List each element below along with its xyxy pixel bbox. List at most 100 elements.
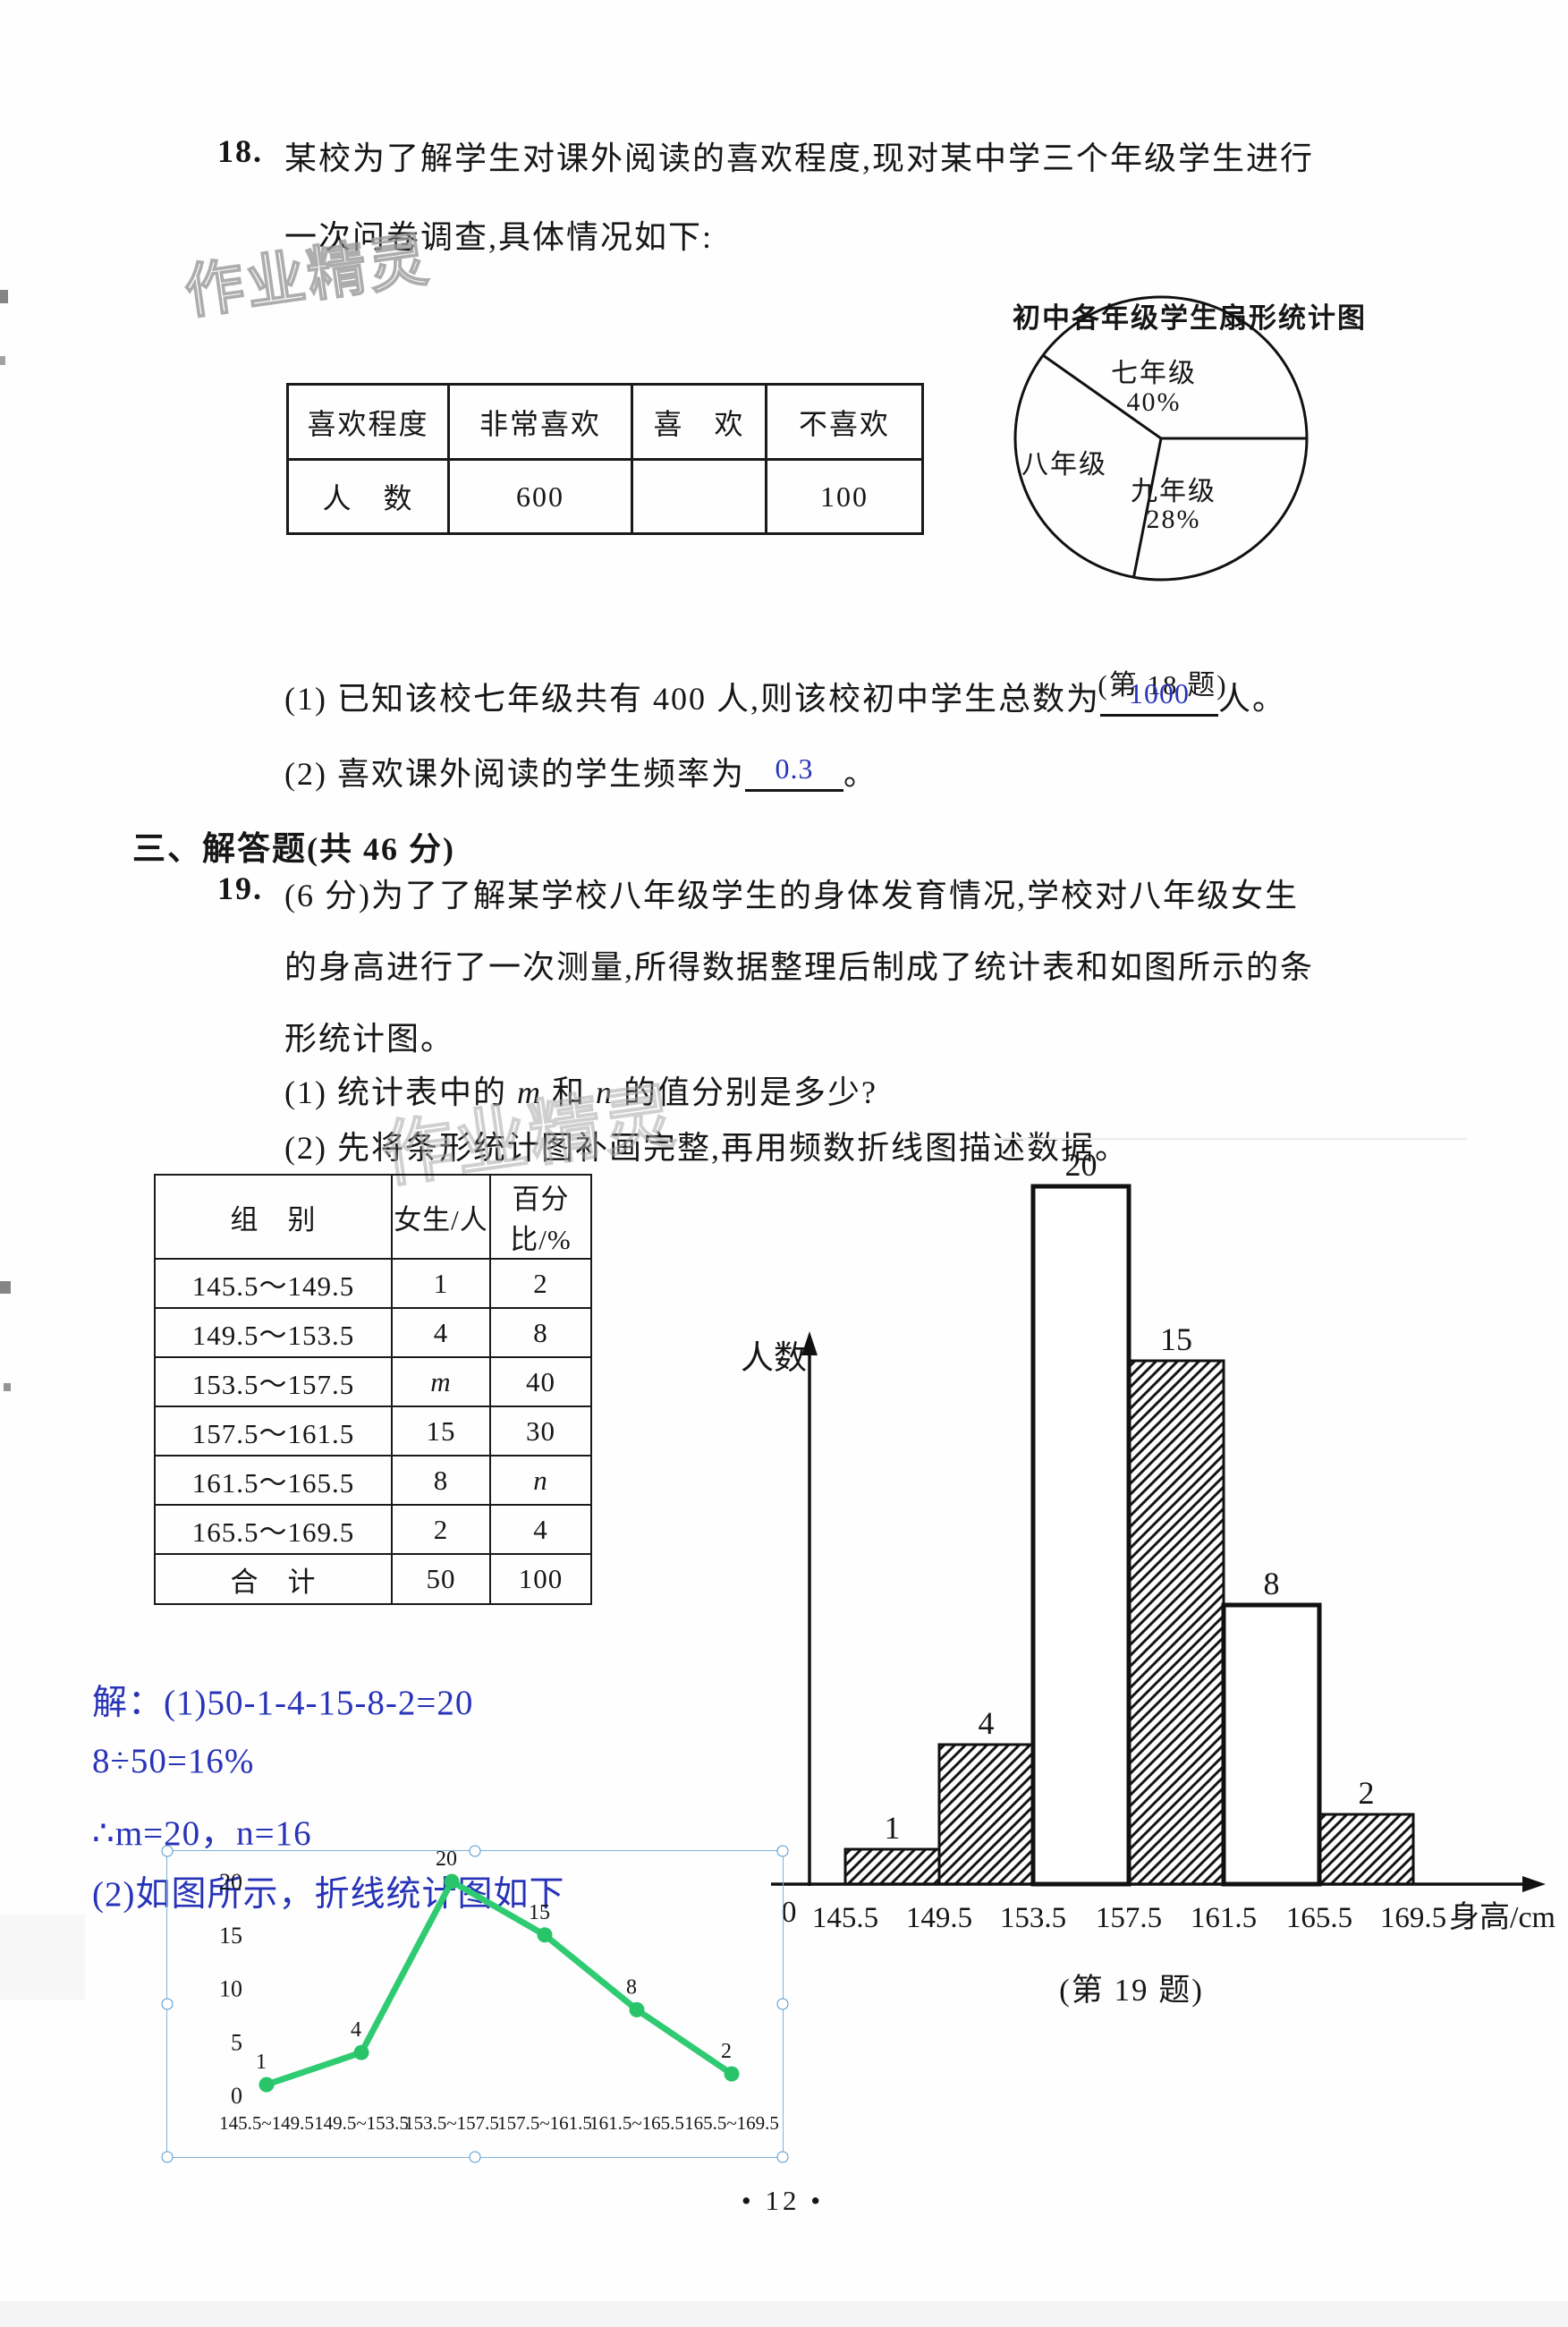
origin-label: 0: [782, 1896, 797, 1929]
category-label: 149.5~153.5: [314, 2112, 409, 2134]
point-value-label: 1: [256, 2051, 267, 2074]
pie-value-grade9: 28%: [1146, 505, 1201, 534]
selection-handle-sw[interactable]: [161, 2151, 174, 2163]
q19-cell: 145.5～149.5: [154, 1258, 393, 1309]
table-row: 喜欢程度 非常喜欢 喜 欢 不喜欢: [286, 383, 924, 461]
data-point: [537, 1927, 553, 1943]
point-value-label: 15: [529, 1901, 550, 1924]
q19-cell: 40: [489, 1356, 592, 1407]
solution-line2: 8÷50=16%: [92, 1742, 255, 1780]
selection-handle-se[interactable]: [776, 2151, 789, 2163]
x-tick-label: 161.5: [1191, 1902, 1257, 1934]
solution-line1: 解：(1)50-1-4-15-8-2=20: [92, 1684, 474, 1722]
table-row: 149.5～153.5 4 8: [154, 1307, 592, 1358]
q19-cell: 161.5～165.5: [154, 1455, 393, 1506]
bar-plain: [1221, 1602, 1322, 1887]
x-tick-label: 153.5: [1000, 1902, 1066, 1934]
pie-label-grade9: 九年级: [1131, 477, 1216, 506]
bar-value-label: 2: [1359, 1775, 1375, 1811]
scan-artifact: [984, 1138, 1467, 1140]
selection-handle-w[interactable]: [161, 1998, 174, 2010]
category-label: 157.5~161.5: [497, 2112, 592, 2134]
selection-handle-ne[interactable]: [776, 1845, 789, 1857]
pie-chart-caption: (第 18 题): [1098, 669, 1228, 701]
q19-text-line1: (6 分)为了了解某学校八年级学生的身体发育情况,学校对八年级女生: [284, 878, 1299, 913]
q19-part1-seg: (1) 统计表中的: [284, 1074, 517, 1110]
watermark-text: 作业精灵: [180, 225, 435, 326]
scan-artifact: [0, 1281, 11, 1294]
data-point: [724, 2066, 740, 2082]
q18-text-line1: 某校为了解学生对课外阅读的喜欢程度,现对某中学三个年级学生进行: [284, 140, 1315, 176]
frequency-line: [263, 1878, 735, 2088]
table-row: 161.5～165.5 8 n: [154, 1455, 592, 1506]
pie-slice-line: [1042, 353, 1162, 440]
table-row: 合 计 50 100: [154, 1553, 592, 1605]
bar-value-label: 15: [1160, 1321, 1192, 1357]
q19-cell: 2: [391, 1504, 491, 1555]
q19-cell: 15: [391, 1406, 491, 1456]
page-number: • 12 •: [741, 2185, 825, 2216]
selection-handle-nw[interactable]: [161, 1845, 174, 1857]
scan-artifact: [0, 2301, 1568, 2327]
q18-part2: (2) 喜欢课外阅读的学生频率为 0.3 。: [284, 748, 877, 794]
x-axis-title: 身高/cm: [1449, 1900, 1555, 1934]
q19-part1-seg: 的值分别是多少?: [614, 1074, 877, 1110]
table-row: 165.5～169.5 2 4: [154, 1504, 592, 1555]
q18-part2-suffix: 。: [843, 756, 877, 792]
point-value-label: 2: [721, 2040, 732, 2063]
scan-artifact: [4, 1383, 11, 1391]
q19-part1-var-m: m: [516, 1074, 542, 1110]
category-label: 153.5~157.5: [404, 2112, 499, 2134]
q18-part2-text: (2) 喜欢课外阅读的学生频率为: [284, 756, 745, 792]
bar-value-label: 8: [1264, 1566, 1280, 1601]
scan-artifact: [0, 356, 5, 365]
category-label: 161.5~165.5: [589, 2112, 684, 2134]
q19-part1-seg: 和: [541, 1074, 596, 1110]
x-tick-label: 149.5: [906, 1902, 972, 1934]
q18-header-dislike: 不喜欢: [765, 383, 924, 461]
q19-cell-var-m: m: [391, 1356, 491, 1407]
q19-header-group: 组 别: [154, 1174, 393, 1260]
data-point: [629, 2001, 645, 2017]
q19-cell: 30: [489, 1406, 592, 1456]
point-value-label: 20: [436, 1847, 457, 1871]
bar-plain: [1030, 1184, 1132, 1887]
pie-value-grade7: 40%: [1126, 387, 1182, 417]
q18-header-very-like: 非常喜欢: [447, 383, 633, 461]
pie-chart: [1013, 295, 1309, 582]
q19-cell: 157.5～161.5: [154, 1406, 393, 1456]
q18-value-very-like: 600: [447, 458, 633, 535]
q19-cell: 2: [489, 1258, 592, 1309]
q19-cell: 50: [391, 1553, 491, 1605]
q19-cell: 4: [391, 1307, 491, 1358]
selection-handle-s[interactable]: [469, 2151, 481, 2163]
q18-text-line2: 一次问卷调查,具体情况如下:: [284, 219, 714, 255]
bar-value-label: 1: [885, 1810, 901, 1846]
selection-handle-e[interactable]: [776, 1998, 789, 2010]
table-row: 组 别 女生/人 百分比/%: [154, 1174, 592, 1260]
bar-value-label: 20: [1065, 1147, 1098, 1183]
pie-label-grade8: 八年级: [1021, 450, 1107, 480]
point-value-label: 8: [626, 1975, 637, 1999]
q19-part1: (1) 统计表中的 m 和 n 的值分别是多少?: [284, 1066, 877, 1113]
solution-line4: (2)如图所示，折线统计图如下: [92, 1875, 565, 1914]
q18-part2-blank: 0.3: [744, 752, 843, 792]
q19-cell: 100: [489, 1553, 592, 1605]
line-chart-selection-box: 0 5 10 15 20 1 4 20 15 8 2 145.5~149.5 149.5~153.5 15…: [161, 1845, 789, 2163]
q19-cell: 149.5～153.5: [154, 1307, 393, 1358]
bar-chart-caption: (第 19 题): [1059, 1973, 1204, 2008]
q18-header-degree: 喜欢程度: [286, 383, 450, 461]
q19-text-line3: 形统计图。: [284, 1021, 455, 1057]
selection-handle-n[interactable]: [469, 1845, 481, 1857]
x-tick-label: 157.5: [1096, 1902, 1162, 1934]
bar-hatched: [843, 1847, 941, 1886]
q18-header-like: 喜 欢: [631, 383, 767, 461]
q18-part1-answer: 1000: [1128, 677, 1190, 709]
q19-cell: 165.5～169.5: [154, 1504, 393, 1555]
scan-artifact: [0, 290, 8, 303]
bar-chart: 1 4 20 15 8 2 145.5 149.5 153.5 157.5 161.5 165.5 16…: [741, 1147, 1555, 1934]
bar-value-label: 4: [979, 1705, 995, 1741]
section3-points: (共 46 分): [307, 831, 455, 867]
q19-header-percent: 百分比/%: [489, 1174, 592, 1260]
